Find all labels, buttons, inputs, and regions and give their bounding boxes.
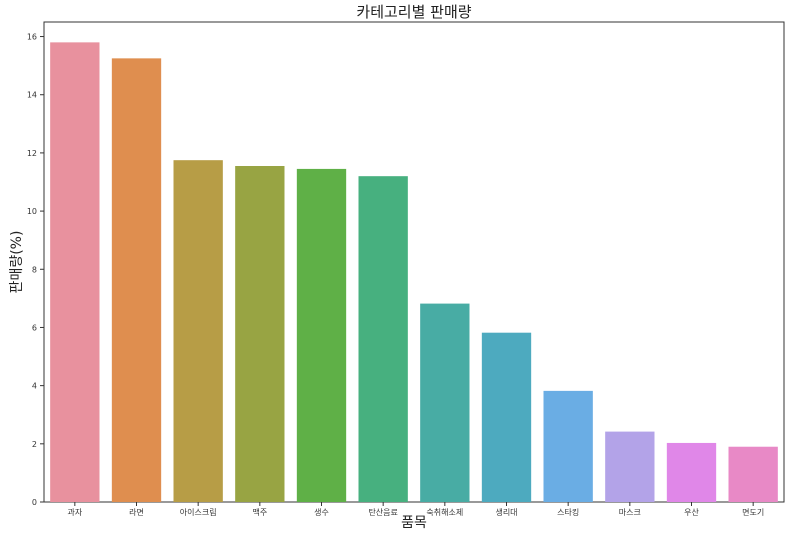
x-tick-label: 마스크 [619,508,641,517]
y-tick-label: 16 [27,33,37,42]
x-tick-label: 맥주 [252,507,267,517]
bar [666,442,717,502]
x-tick-label: 탄산음료 [368,507,397,517]
chart-title: 카테고리별 판매량 [356,3,471,21]
y-tick-label: 4 [32,382,37,391]
bar [358,176,408,502]
y-tick-label: 12 [27,149,37,158]
x-tick-label: 생리대 [495,507,517,517]
bar [728,446,778,502]
x-tick-label: 숙취해소제 [426,507,463,517]
bar [50,42,100,502]
y-tick-label: 10 [27,207,37,216]
y-tick-label: 6 [32,323,37,332]
bar [235,166,285,502]
x-tick-label: 라면 [129,507,144,517]
x-tick-label: 스타킹 [557,507,579,517]
bars-group [50,42,778,502]
x-tick-label: 우산 [684,507,699,517]
x-tick-label: 면도기 [742,507,764,517]
bar [543,390,593,502]
y-tick-label: 2 [32,440,37,449]
y-axis-label: 판매량(%) [9,231,25,294]
plot-area-frame [43,21,785,503]
x-axis: 과자 라면 아이스크림 맥주 생수 탄산음료 숙취해소제 생리대 스타킹 마스크 우산 면도기 [67,502,764,517]
bar [605,431,655,502]
bar [111,58,162,502]
bar [481,332,532,502]
bar [296,168,347,502]
y-tick-label: 8 [32,265,37,274]
x-tick-label: 아이스크림 [180,507,217,517]
bar [420,303,470,502]
bar [173,160,223,502]
x-tick-label: 과자 [67,508,82,517]
x-tick-label: 생수 [314,507,329,517]
y-tick-label: 14 [27,91,37,100]
y-tick-label: 0 [32,498,37,507]
x-axis-label: 품목 [401,515,427,531]
y-axis: 0 2 4 6 8 10 12 14 16 [27,33,44,507]
